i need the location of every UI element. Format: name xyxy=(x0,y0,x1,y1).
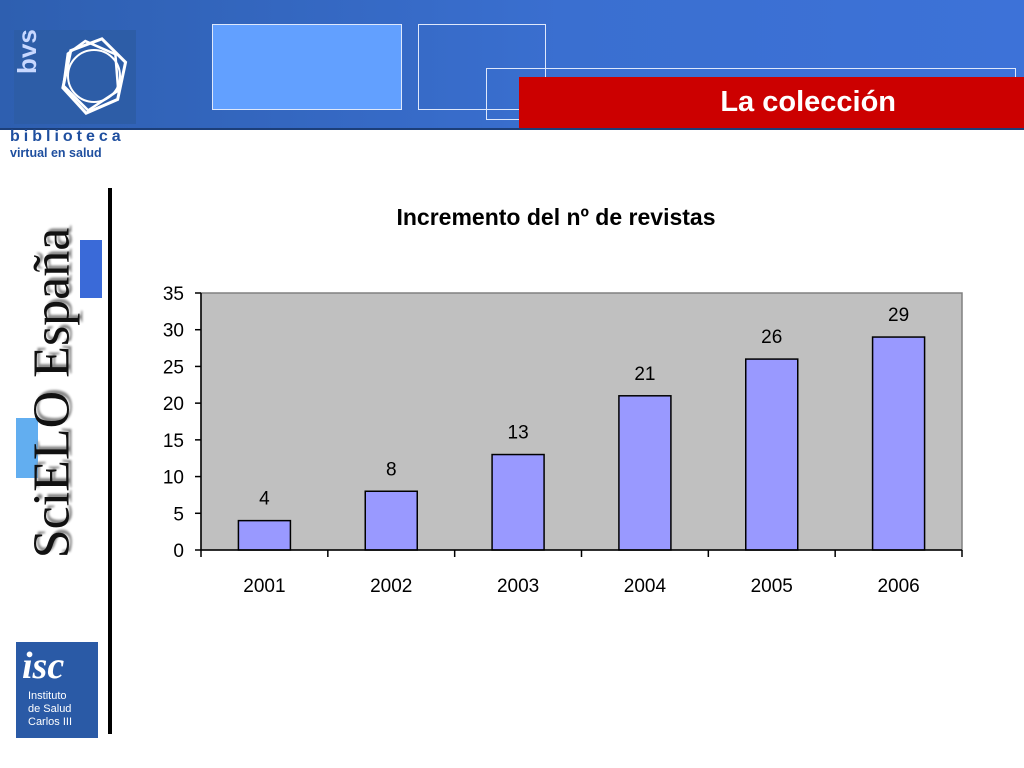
x-tick-label: 2005 xyxy=(751,576,793,597)
y-tick-label: 0 xyxy=(173,541,184,562)
y-tick-label: 30 xyxy=(163,321,184,342)
y-tick-label: 25 xyxy=(163,357,184,378)
decorative-square-dark xyxy=(80,240,102,298)
y-tick-label: 5 xyxy=(173,504,184,525)
section-title: La colección xyxy=(519,77,1024,128)
bar xyxy=(745,358,799,551)
data-label: 29 xyxy=(888,305,909,326)
bar xyxy=(618,395,672,551)
x-tick-label: 2006 xyxy=(877,576,919,597)
data-label: 13 xyxy=(508,423,529,444)
isc-text: Instituto de Salud Carlos III xyxy=(28,690,72,729)
x-tick-label: 2004 xyxy=(624,576,667,597)
bar xyxy=(364,490,418,551)
x-tick-label: 2003 xyxy=(497,576,539,597)
isc-line1: Instituto xyxy=(28,690,67,702)
y-tick-label: 35 xyxy=(163,284,184,305)
data-label: 26 xyxy=(761,327,782,348)
bvs-line1: biblioteca xyxy=(10,128,125,145)
data-label: 21 xyxy=(634,364,655,385)
bvs-line2: virtual en salud xyxy=(10,146,102,160)
chart-title: Incremento del nº de revistas xyxy=(396,204,716,230)
plot-area xyxy=(200,292,963,551)
isc-line3: Carlos III xyxy=(28,716,73,728)
bar xyxy=(871,336,926,551)
data-label: 4 xyxy=(259,489,270,510)
bvs-logo: bvs xyxy=(12,29,136,124)
isc-mark: isc xyxy=(22,645,65,687)
isciii-logo: isc Instituto de Salud Carlos III xyxy=(16,642,98,738)
data-label: 8 xyxy=(386,459,397,480)
section-title-text: La colección xyxy=(720,86,896,118)
bvs-wordmark: biblioteca virtual en salud xyxy=(10,128,142,161)
bar xyxy=(491,453,545,551)
x-tick-label: 2002 xyxy=(370,576,412,597)
y-tick-label: 20 xyxy=(163,394,184,415)
header-bar: La colección xyxy=(0,0,1024,130)
y-tick-label: 10 xyxy=(163,468,184,489)
y-tick-label: 15 xyxy=(163,431,184,452)
bar xyxy=(237,519,292,551)
isc-line2: de Salud xyxy=(28,703,72,715)
decorative-rectangle xyxy=(212,24,402,110)
x-tick-label: 2001 xyxy=(243,576,285,597)
vertical-divider xyxy=(108,188,112,734)
decorative-square-light xyxy=(16,418,38,478)
bvs-logo-text: bvs xyxy=(14,30,42,74)
decorative-outline xyxy=(418,24,546,110)
